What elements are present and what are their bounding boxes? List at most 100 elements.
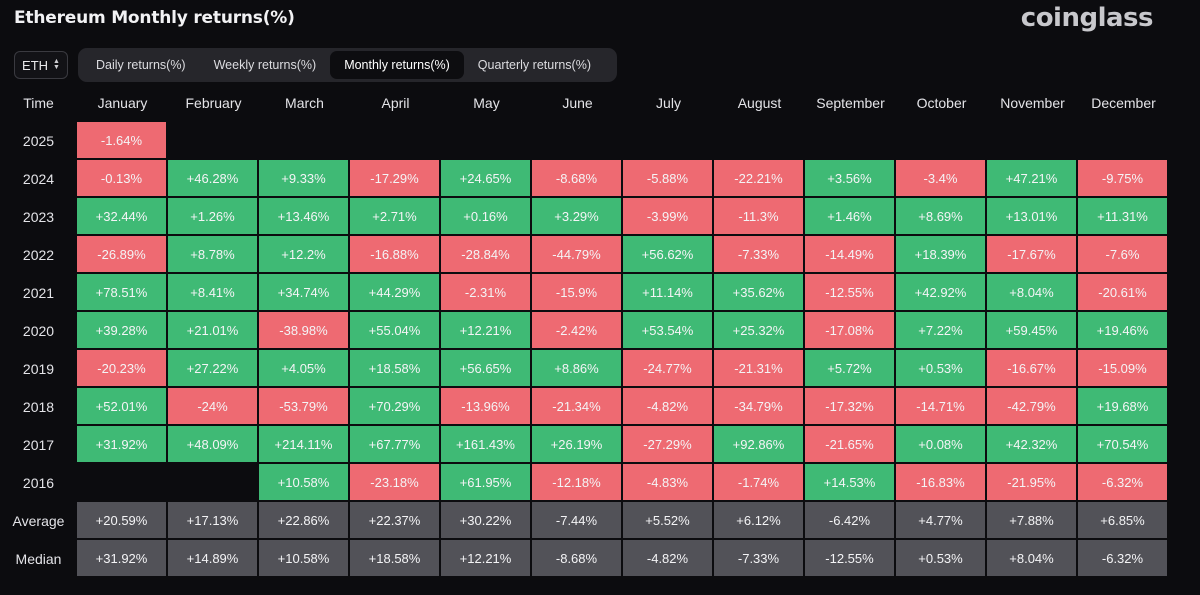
year-label: 2021	[22, 285, 55, 301]
return-cell: +19.68%	[1078, 388, 1169, 426]
return-cell: +2.71%	[350, 198, 441, 236]
return-cell: +214.11%	[259, 426, 350, 464]
summary-cell: +18.58%	[350, 540, 441, 578]
return-cell: -22.21%	[714, 160, 805, 198]
return-cell: -21.31%	[714, 350, 805, 388]
return-cell: -6.32%	[1078, 464, 1169, 502]
column-header-time: Time	[23, 95, 54, 111]
return-cell: +19.46%	[1078, 312, 1169, 350]
return-cell: -14.71%	[896, 388, 987, 426]
return-cell	[987, 122, 1078, 160]
return-cell: +53.54%	[623, 312, 714, 350]
year-label: 2019	[22, 361, 55, 377]
return-cell: -2.31%	[441, 274, 532, 312]
return-cell: -7.6%	[1078, 236, 1169, 274]
tab-quarterly-returns[interactable]: Quarterly returns(%)	[477, 58, 592, 72]
year-label: 2025	[22, 133, 55, 149]
return-cell: -8.68%	[532, 160, 623, 198]
return-cell: -23.18%	[350, 464, 441, 502]
summary-cell: +22.86%	[259, 502, 350, 540]
summary-cell: -8.68%	[532, 540, 623, 578]
year-label: 2018	[22, 399, 55, 415]
column-header-month: September	[816, 95, 885, 111]
return-cell: -44.79%	[532, 236, 623, 274]
return-cell: -21.34%	[532, 388, 623, 426]
summary-cell: -12.55%	[805, 540, 896, 578]
return-cell	[896, 122, 987, 160]
return-cell: -5.88%	[623, 160, 714, 198]
summary-cell: +31.92%	[77, 540, 168, 578]
return-cell: -4.82%	[623, 388, 714, 426]
summary-row: Median +31.92% +14.89% +10.58% +18.58% +12.21…	[0, 540, 1169, 578]
asset-select[interactable]: ETH ▲ ▼	[14, 51, 68, 79]
return-cell: +39.28%	[77, 312, 168, 350]
table-header-row: Time January February March April May June July…	[0, 84, 1169, 122]
column-header-month: January	[97, 95, 148, 111]
summary-cell: -6.32%	[1078, 540, 1169, 578]
return-cell: +10.58%	[259, 464, 350, 502]
monthly-returns-table: Time January February March April May June July…	[0, 84, 1169, 578]
summary-cell: -7.33%	[714, 540, 805, 578]
return-cell: -14.49%	[805, 236, 896, 274]
return-cell: -42.79%	[987, 388, 1078, 426]
year-label: 2017	[22, 437, 55, 453]
tab-weekly-returns[interactable]: Weekly returns(%)	[213, 58, 317, 72]
summary-cell: +17.13%	[168, 502, 259, 540]
column-header-month: October	[916, 95, 967, 111]
return-cell: +14.53%	[805, 464, 896, 502]
return-cell	[168, 122, 259, 160]
return-cell: +18.39%	[896, 236, 987, 274]
return-cell: -4.83%	[623, 464, 714, 502]
return-cell: -16.88%	[350, 236, 441, 274]
column-header-month: August	[737, 95, 782, 111]
return-cell: +24.65%	[441, 160, 532, 198]
return-cell: +48.09%	[168, 426, 259, 464]
year-label: 2024	[22, 171, 55, 187]
return-cell: +8.69%	[896, 198, 987, 236]
table-row: 2020 +39.28% +21.01% -38.98% +55.04% +12.21% -…	[0, 312, 1169, 350]
summary-cell: +6.85%	[1078, 502, 1169, 540]
return-cell: +25.32%	[714, 312, 805, 350]
return-cell: +61.95%	[441, 464, 532, 502]
return-cell: +42.92%	[896, 274, 987, 312]
column-header-month: December	[1091, 95, 1156, 111]
summary-row: Average +20.59% +17.13% +22.86% +22.37% +30.2…	[0, 502, 1169, 540]
summary-cell: +20.59%	[77, 502, 168, 540]
column-header-month: July	[656, 95, 681, 111]
return-cell: +70.54%	[1078, 426, 1169, 464]
return-cell: +7.22%	[896, 312, 987, 350]
return-cell: +13.01%	[987, 198, 1078, 236]
column-header-month: April	[381, 95, 410, 111]
return-cell: +35.62%	[714, 274, 805, 312]
column-header-month: June	[562, 95, 593, 111]
column-header-month: March	[285, 95, 324, 111]
summary-cell: +8.04%	[987, 540, 1078, 578]
return-cell: +11.14%	[623, 274, 714, 312]
return-cell: +78.51%	[77, 274, 168, 312]
column-header-month: November	[1000, 95, 1065, 111]
return-cell: +32.44%	[77, 198, 168, 236]
return-cell: +21.01%	[168, 312, 259, 350]
return-cell	[1078, 122, 1169, 160]
return-cell	[168, 464, 259, 502]
return-cell: -3.99%	[623, 198, 714, 236]
tab-monthly-returns[interactable]: Monthly returns(%)	[330, 51, 464, 79]
return-cell: -15.09%	[1078, 350, 1169, 388]
summary-cell: +0.53%	[896, 540, 987, 578]
return-cell: -38.98%	[259, 312, 350, 350]
return-cell: -16.83%	[896, 464, 987, 502]
return-cell: -27.29%	[623, 426, 714, 464]
return-cell: -7.33%	[714, 236, 805, 274]
column-header-month: May	[473, 95, 500, 111]
return-cell: +34.74%	[259, 274, 350, 312]
return-cell: +44.29%	[350, 274, 441, 312]
summary-cell: -6.42%	[805, 502, 896, 540]
return-cell: -16.67%	[987, 350, 1078, 388]
tab-daily-returns[interactable]: Daily returns(%)	[96, 58, 186, 72]
return-cell	[441, 122, 532, 160]
return-cell	[714, 122, 805, 160]
column-header-month: February	[185, 95, 242, 111]
return-cell: -24.77%	[623, 350, 714, 388]
return-cell: +0.16%	[441, 198, 532, 236]
return-cell: +1.26%	[168, 198, 259, 236]
